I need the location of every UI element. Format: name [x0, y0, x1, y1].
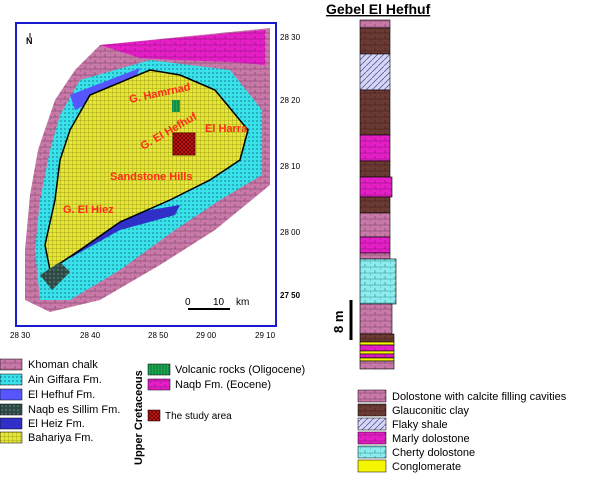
column-layer	[359, 134, 391, 162]
label-sandstone-hills: Sandstone Hills	[110, 171, 193, 183]
legend-swatch-volcanic	[147, 363, 171, 376]
legend-swatch-bahariya	[0, 431, 23, 444]
legend-swatch-ain-giffara	[0, 373, 23, 386]
col-legend-marly: Marly dolostone	[392, 433, 470, 445]
column-layer	[359, 19, 391, 29]
col-legend-swatch-dolostone	[357, 389, 387, 403]
column-layer	[359, 303, 393, 335]
col-legend-swatch-glauconitic	[357, 403, 387, 417]
legend-naqb-es-sillim: Naqb es Sillim Fm.	[28, 404, 120, 416]
label-el-harra: El Harra	[205, 123, 248, 135]
column-layer	[359, 344, 395, 352]
lon-label-1: 28 30	[10, 331, 31, 340]
scale-bar-unit: km	[236, 297, 249, 308]
col-legend-swatch-conglomerate	[357, 459, 387, 473]
label-g-el-hiez: G. El Hiez	[63, 204, 114, 216]
lat-label-3: 28 10	[280, 162, 301, 171]
column-layer	[359, 333, 395, 343]
legend-upper-cretaceous: Upper Cretaceous	[133, 370, 145, 465]
legend-swatch-study-area	[147, 409, 161, 422]
legend-swatch-el-heiz	[0, 417, 23, 430]
column-title: Gebel El Hefhuf	[326, 1, 431, 17]
lon-label-4: 29 00	[196, 331, 217, 340]
column-layer	[359, 252, 391, 260]
legend-study-area: The study area	[165, 411, 232, 422]
legend-el-hefhuf: El Hefhuf Fm.	[28, 389, 95, 401]
column-layer	[359, 258, 397, 305]
col-legend-swatch-marly	[357, 431, 387, 445]
legend-volcanic: Volcanic rocks (Oligocene)	[175, 364, 305, 376]
lat-label-1: 28 30	[280, 33, 301, 42]
lon-label-3: 28 50	[148, 331, 169, 340]
naqb-eocene-area	[100, 30, 265, 65]
naqb-es-sillim-area	[40, 262, 70, 290]
column-layer	[359, 236, 391, 254]
lon-label-5: 29 10	[255, 331, 276, 340]
lat-label-2: 28 20	[280, 96, 301, 105]
column-layer	[359, 353, 395, 359]
scale-bar-start: 0	[185, 297, 191, 308]
legend-bahariya: Bahariya Fm.	[28, 432, 93, 444]
lon-label-2: 28 40	[80, 331, 101, 340]
col-legend-flaky-shale: Flaky shale	[392, 419, 448, 431]
legend-swatch-el-hefhuf	[0, 388, 23, 401]
legend-swatch-naqb-es-sillim	[0, 403, 23, 416]
column-layer	[359, 212, 391, 238]
column-layer	[359, 360, 395, 370]
volcanic-area	[172, 100, 180, 112]
lat-label-5: 27 50	[280, 291, 301, 300]
lat-label-4: 28 00	[280, 228, 301, 237]
legend-ain-giffara: Ain Giffara Fm.	[28, 374, 102, 386]
col-legend-cherty: Cherty dolostone	[392, 447, 475, 459]
el-heiz-area	[60, 205, 180, 258]
column-layer	[359, 350, 395, 355]
legend-naqb: Naqb Fm. (Eocene)	[175, 379, 271, 391]
study-area-box	[172, 132, 196, 156]
col-legend-swatch-cherty	[357, 445, 387, 459]
legend-khoman: Khoman chalk	[28, 359, 98, 371]
legend-swatch-naqb	[147, 378, 171, 391]
col-legend-glauconitic: Glauconitic clay	[392, 405, 470, 417]
column-layer	[359, 27, 391, 55]
column-layer	[359, 89, 391, 136]
column-scale-label: 8 m	[331, 311, 346, 333]
north-arrow-icon: N	[26, 36, 33, 46]
legend-el-heiz: El Heiz Fm.	[28, 418, 85, 430]
legend-swatch-khoman	[0, 358, 23, 371]
col-legend-conglomerate: Conglomerate	[392, 461, 461, 473]
scale-bar-mid: 10	[213, 297, 225, 308]
column-layer	[359, 341, 395, 346]
column-layer	[359, 160, 391, 178]
column-layer	[359, 53, 391, 91]
col-legend-swatch-flaky-shale	[357, 417, 387, 431]
column-layer	[359, 176, 393, 198]
column-layer	[359, 196, 391, 214]
bahariya-area	[44, 69, 249, 272]
col-legend-dolostone: Dolostone with calcite filling cavities	[392, 391, 567, 403]
column-layer	[359, 357, 395, 362]
